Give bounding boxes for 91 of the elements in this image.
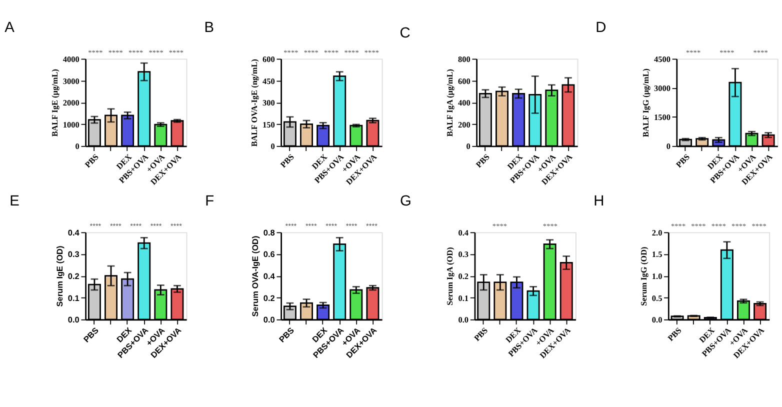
y-tick-label: 2000 (62, 98, 80, 108)
text: **** (304, 48, 319, 58)
y-tick-label: 150 (262, 120, 275, 130)
y-axis-title: BALF IgA (μg/mL) (445, 68, 454, 137)
text: **** (753, 48, 768, 58)
y-tick-label: 300 (262, 98, 275, 108)
text: **** (168, 48, 184, 58)
y-tick-label: 0.0 (263, 316, 276, 325)
y-tick-label: 3000 (654, 84, 670, 94)
y-tick-label: 0.4 (68, 228, 80, 238)
text: **** (110, 222, 122, 231)
x-tick-label: PBS (278, 152, 296, 170)
x-tick-label: PBS (83, 152, 101, 170)
x-tick-label: PBS (674, 152, 692, 170)
y-tick-label: 0 (75, 142, 80, 152)
chart-title: F (205, 194, 214, 210)
text: **** (148, 48, 164, 58)
chart-title: C (400, 26, 411, 42)
chart-title: H (594, 194, 604, 210)
y-tick-label: 4000 (62, 54, 80, 64)
chart-title: E (10, 194, 20, 210)
y-tick-label: 0.5 (652, 294, 662, 303)
text: **** (305, 222, 317, 231)
text: **** (326, 222, 338, 231)
text: **** (88, 48, 104, 58)
y-tick-label: 200 (458, 120, 470, 130)
y-tick-label: 2.0 (652, 228, 662, 238)
text: **** (492, 222, 508, 231)
y-axis-title: BALF IgE (μg/mL) (50, 68, 60, 137)
text: **** (720, 48, 735, 58)
y-tick-label: 0.0 (458, 316, 469, 325)
text: **** (542, 222, 558, 231)
text: **** (691, 222, 706, 231)
y-tick-label: 4500 (654, 54, 670, 64)
y-tick-label: 400 (458, 98, 470, 108)
y-tick-label: 0.2 (263, 294, 276, 303)
text: **** (108, 48, 124, 58)
y-tick-label: 0.0 (652, 316, 662, 325)
chart-title: D (596, 20, 606, 36)
y-tick-label: 0.8 (263, 228, 276, 238)
text: **** (285, 222, 297, 231)
y-axis-title: BALF IgG (μg/mL) (641, 68, 650, 138)
text: **** (364, 48, 380, 58)
y-tick-label: 0.3 (458, 250, 469, 260)
text: **** (670, 222, 686, 231)
chart-title: G (400, 194, 412, 210)
y-tick-label: 1500 (654, 113, 670, 122)
y-tick-label: 0 (270, 142, 275, 152)
x-tick-label: PBS (474, 152, 492, 170)
text: **** (346, 222, 358, 231)
text: **** (711, 222, 726, 231)
text: **** (130, 222, 142, 231)
y-tick-label: 0.2 (68, 272, 80, 282)
text: **** (90, 222, 102, 231)
y-axis-title: Serum OVA-IgE (OD) (250, 236, 260, 317)
y-tick-label: 600 (262, 54, 275, 64)
y-tick-label: 600 (458, 76, 470, 86)
x-tick-label: PBS (472, 326, 490, 343)
x-tick-label: PBS (666, 326, 684, 343)
text: **** (170, 222, 182, 231)
y-axis-title: Serum IgG (OD) (639, 246, 648, 306)
y-tick-label: 0.2 (458, 272, 469, 282)
y-tick-label: 0 (466, 142, 470, 152)
y-tick-label: 1.5 (652, 250, 662, 260)
y-tick-label: 0.3 (68, 250, 80, 260)
y-axis-title: Serum IgA (OD) (446, 246, 455, 306)
text: **** (752, 222, 767, 231)
y-tick-label: 0 (666, 142, 670, 152)
text: **** (324, 48, 340, 58)
y-axis-title: BALF OVA-IgE (ng/mL) (250, 58, 259, 147)
y-tick-label: 0.6 (263, 250, 276, 260)
chart-title: A (4, 20, 15, 36)
y-tick-label: 0.1 (68, 294, 80, 303)
y-tick-label: 0.1 (458, 294, 469, 303)
y-tick-label: 0.4 (458, 228, 469, 238)
chart-title: B (204, 20, 214, 36)
text: **** (150, 222, 162, 231)
y-tick-label: 0.0 (68, 316, 80, 325)
y-tick-label: 0.4 (263, 272, 276, 282)
text: **** (366, 222, 378, 231)
y-tick-label: 450 (262, 76, 275, 86)
y-tick-label: 3000 (62, 76, 80, 86)
y-tick-label: 1.0 (652, 272, 662, 282)
text: **** (732, 222, 747, 231)
text: **** (284, 48, 299, 58)
y-axis-title: Serum IgE (OD) (55, 246, 64, 307)
y-tick-label: 800 (458, 54, 470, 64)
text: **** (344, 48, 360, 58)
y-tick-label: 1000 (62, 120, 80, 130)
text: **** (686, 48, 701, 58)
text: **** (128, 48, 144, 58)
